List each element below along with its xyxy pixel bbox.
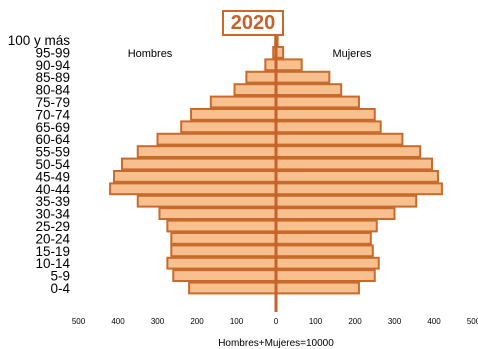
bar-hombres-50-54 [120,157,277,171]
x-tick-2: 300 [151,317,165,326]
bar-hombres-65-69 [180,120,277,134]
bar-mujeres-50-54 [275,157,434,171]
bar-hombres-15-19 [170,244,277,258]
year-title: 2020 [222,10,284,36]
age-label-70-74: 70-74 [35,107,70,122]
age-label-35-39: 35-39 [35,194,70,209]
bar-mujeres-60-64 [275,132,404,146]
x-tick-3: 200 [190,317,204,326]
bar-hombres-10-14 [166,256,277,270]
age-label-25-29: 25-29 [35,219,70,234]
bar-mujeres-15-19 [275,244,374,258]
hombres-label: Hombres [128,48,173,60]
bar-hombres-0-4 [188,281,278,295]
bar-mujeres-5-9 [275,269,376,283]
bar-hombres-20-24 [170,232,277,245]
bar-mujeres-25-29 [275,219,378,233]
x-tick-9: 400 [427,317,441,326]
bar-hombres-75-79 [209,95,277,109]
age-label-5-9: 5-9 [50,269,70,284]
age-label-50-54: 50-54 [35,157,70,172]
x-axis-label: Hombres+Mujeres=10000 [218,338,334,349]
bar-mujeres-90-94 [275,58,303,72]
bar-hombres-25-29 [166,219,277,233]
x-tick-labels: 500 400 300 200 100 0 100 200 300 400 500 [72,317,478,326]
bar-mujeres-80-84 [275,83,343,96]
age-label-80-84: 80-84 [35,83,70,98]
bar-hombres-40-44 [109,182,277,196]
bar-hombres-70-74 [190,108,277,121]
bar-mujeres-85-89 [275,70,331,84]
age-label-65-69: 65-69 [35,120,70,135]
bar-mujeres-0-4 [275,281,360,295]
hombres-bars [109,33,278,295]
bar-mujeres-35-39 [275,194,418,208]
bar-mujeres-30-34 [275,207,396,220]
x-tick-0: 500 [72,317,86,326]
age-label-90-94: 90-94 [35,58,70,73]
bar-mujeres-20-24 [275,232,372,245]
age-label-75-79: 75-79 [35,95,70,110]
bar-mujeres-70-74 [275,108,376,121]
age-label-100-y-m-s: 100 y más [8,33,71,48]
x-tick-8: 300 [388,317,402,326]
x-tick-10: 500 [467,317,478,326]
bar-mujeres-75-79 [275,95,360,109]
bar-hombres-85-89 [245,70,277,84]
bar-mujeres-10-14 [275,256,380,270]
bar-mujeres-65-69 [275,120,382,134]
bar-hombres-80-84 [233,83,277,96]
age-label-60-64: 60-64 [35,132,70,147]
bar-mujeres-55-59 [275,145,422,158]
age-label-0-4: 0-4 [50,281,70,296]
age-label-45-49: 45-49 [35,169,70,184]
x-tick-5: 0 [274,317,279,326]
bar-hombres-45-49 [113,170,277,183]
mujeres-label: Mujeres [332,48,372,60]
age-label-95-99: 95-99 [35,45,70,60]
bar-hombres-90-94 [264,58,277,72]
age-label-20-24: 20-24 [35,231,70,246]
x-tick-4: 100 [230,317,244,326]
age-label-15-19: 15-19 [35,244,70,259]
age-label-10-14: 10-14 [35,256,70,271]
age-label-30-34: 30-34 [35,207,70,222]
bar-hombres-35-39 [136,194,277,208]
bar-mujeres-45-49 [275,170,439,183]
bar-mujeres-40-44 [275,182,443,196]
age-group-labels: 100 y más95-9990-9485-8980-8475-7970-746… [8,33,71,296]
x-tick-1: 400 [111,317,125,326]
mujeres-bars [275,33,443,295]
age-label-85-89: 85-89 [35,70,70,85]
bar-hombres-30-34 [158,207,278,220]
age-label-40-44: 40-44 [35,182,70,197]
x-tick-7: 200 [348,317,362,326]
bar-hombres-60-64 [156,132,277,146]
x-tick-6: 100 [309,317,323,326]
age-label-55-59: 55-59 [35,145,70,160]
bar-hombres-5-9 [172,269,277,283]
bar-hombres-55-59 [136,145,277,158]
